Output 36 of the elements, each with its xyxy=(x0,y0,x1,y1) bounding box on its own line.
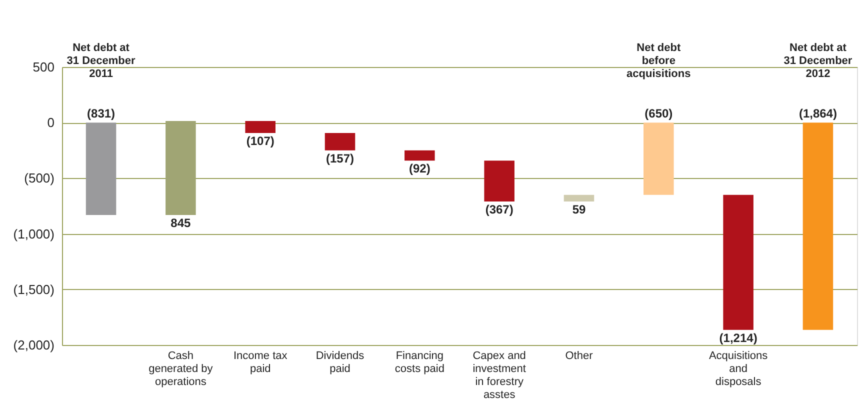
data-label: (107) xyxy=(246,134,274,148)
x-tick-label: Dividends paid xyxy=(316,350,365,375)
x-tick-label: Other xyxy=(565,350,594,362)
x-tick-label: Income tax paid xyxy=(233,350,288,375)
y-tick-label: 0 xyxy=(47,115,54,130)
x-tick-label: Cash generated by operations xyxy=(148,350,214,388)
y-tick-label: 500 xyxy=(32,60,54,74)
x-tick-label: Acquisitions and disposals xyxy=(708,350,768,388)
bar xyxy=(644,122,674,195)
data-label: (157) xyxy=(326,151,354,166)
y-tick-label: (500) xyxy=(24,170,54,186)
x-tick-label: Financing costs paid xyxy=(394,350,444,375)
bar xyxy=(484,160,514,202)
bar xyxy=(166,121,196,216)
data-label: (92) xyxy=(409,162,430,176)
data-label: (367) xyxy=(485,202,514,216)
x-tick-label: Capex and investment in forestry asstes xyxy=(472,350,526,401)
bar xyxy=(723,194,754,330)
bar xyxy=(404,150,435,161)
data-label: (831) xyxy=(87,106,116,121)
bar xyxy=(245,121,276,133)
bar xyxy=(564,194,594,202)
bar xyxy=(324,132,356,150)
x-tick-label: Net debt at 31 December 2012 xyxy=(784,42,853,80)
y-tick-label: (1,500) xyxy=(13,282,54,297)
bar xyxy=(86,122,116,216)
data-label: 845 xyxy=(170,216,192,230)
bar xyxy=(802,122,834,330)
data-label: (650) xyxy=(644,106,673,121)
y-tick-label: (1,000) xyxy=(13,226,54,242)
data-label: (1,864) xyxy=(798,106,837,121)
data-label: (1,214) xyxy=(719,330,758,345)
y-tick-label: (2,000) xyxy=(13,338,54,352)
x-tick-label: Net debt at 31 December 2011 xyxy=(66,42,136,80)
x-tick-label: Net debt before acquisitions xyxy=(626,42,691,80)
data-label: 59 xyxy=(572,202,586,216)
